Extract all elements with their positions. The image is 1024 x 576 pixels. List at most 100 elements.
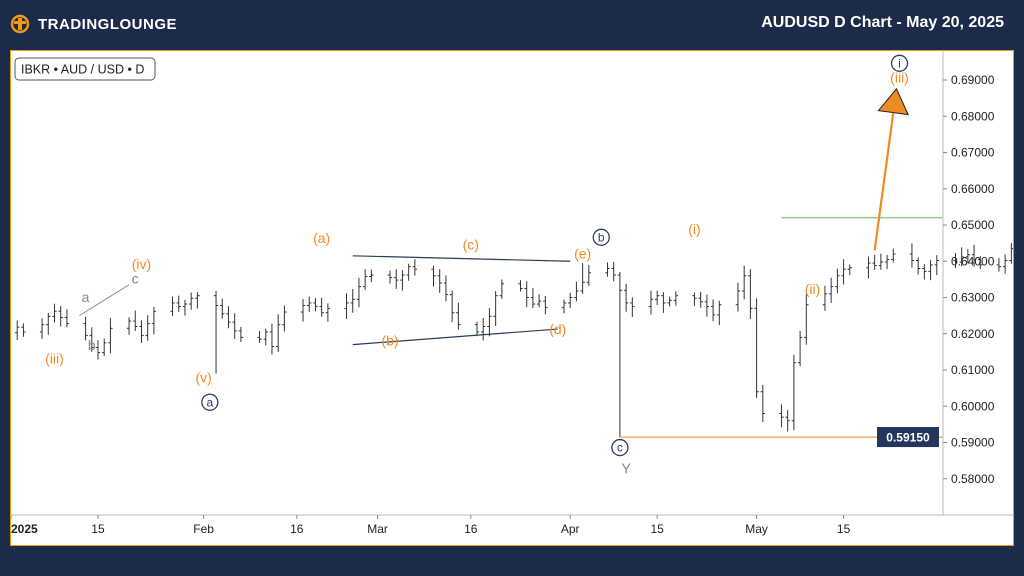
wave-label-circle <box>890 54 909 72</box>
x-tick-label: Mar <box>367 522 388 536</box>
y-tick-label: 0.69000 <box>951 73 995 87</box>
wave-labels: (iii)bac(iv)(v)a(a)(b)(c)(d)(e)bcY(i)(ii… <box>45 54 909 477</box>
ohlc-bar <box>400 269 405 291</box>
chart-frame[interactable]: (iii) b a c (iv) (v) a (a) (b) (c) (d) (e) b c Y (i) (ii… <box>10 50 1024 546</box>
ohlc-bar <box>785 409 790 432</box>
wave-label: (iv) <box>132 256 151 272</box>
y-tick-label: 0.62000 <box>951 327 995 341</box>
ohlc-bar <box>46 312 51 335</box>
ohlc-bar <box>263 328 268 346</box>
y-tick-label: 0.65000 <box>951 218 995 232</box>
ohlc-bar <box>356 277 362 308</box>
ohlc-bar <box>630 297 635 317</box>
x-tick-label: May <box>745 522 768 536</box>
ohlc-bar <box>275 314 281 352</box>
ohlc-bar <box>866 256 871 279</box>
ohlc-bar <box>717 300 722 325</box>
ohlc-bar <box>133 310 138 331</box>
ohlc-bar <box>39 318 45 339</box>
ohlc-bar <box>760 384 766 423</box>
ohlc-bar <box>151 307 157 335</box>
ohlc-chart[interactable]: (iii)bac(iv)(v)a(a)(b)(c)(d)(e)bcY(i)(ii… <box>10 51 1024 545</box>
ohlc-bar <box>822 285 828 311</box>
wave-label: a <box>82 289 90 305</box>
ohlc-bar <box>928 260 933 281</box>
ohlc-bar <box>307 296 312 312</box>
ohlc-bar <box>325 303 331 322</box>
projection-arrow-line <box>873 112 895 251</box>
projection-arrow <box>873 87 909 251</box>
x-tick-label: 2025 <box>11 522 38 536</box>
ohlc-bar <box>872 254 877 270</box>
ohlc-bar <box>238 326 244 343</box>
price-badge-label: 0.59150 <box>886 431 930 445</box>
ohlc-bar <box>362 269 368 290</box>
ohlc-bar <box>648 290 654 315</box>
x-tick-label: Feb <box>193 522 214 536</box>
ohlc-bar <box>791 354 797 431</box>
ohlc-bar <box>959 247 964 267</box>
ohlc-bar <box>108 317 113 354</box>
trend-line-navy <box>352 255 571 262</box>
ohlc-bar <box>909 243 915 268</box>
ohlc-bar <box>220 298 225 319</box>
ohlc-bar <box>188 292 194 310</box>
ohlc-bar <box>406 263 411 281</box>
wave-label: (e) <box>574 245 591 261</box>
wave-label: (ii) <box>805 281 821 297</box>
wave-label: c <box>617 441 623 455</box>
wave-label: (d) <box>549 321 566 337</box>
wave-label: i <box>898 56 901 70</box>
symbol-label-box[interactable]: IBKR • AUD / USD • D <box>14 57 156 81</box>
ohlc-bar <box>15 320 20 341</box>
wave-label-circle <box>592 228 610 246</box>
brand-logo[interactable]: TRADINGLOUNGE <box>10 14 177 34</box>
ohlc-bar <box>64 309 70 328</box>
ohlc-bar <box>226 306 231 329</box>
ohlc-bar <box>878 253 884 270</box>
wave-label: (a) <box>313 230 330 246</box>
ohlc-bar <box>698 291 703 308</box>
ohlc-bar <box>891 248 896 263</box>
wave-label-circle <box>611 438 629 457</box>
y-axis: 0.58000 0.59000 0.60000 0.61000 0.62000 0.630… <box>942 51 995 515</box>
ohlc-bar <box>443 275 449 302</box>
ohlc-bar <box>139 320 144 343</box>
ohlc-bar <box>654 290 660 306</box>
ohlc-bar <box>300 299 306 322</box>
y-tick-label: 0.60000 <box>951 399 995 413</box>
ohlc-bar <box>561 299 567 314</box>
ohlc-bar <box>536 294 542 308</box>
ohlc-bar <box>524 281 529 308</box>
y-tick-label: 0.58000 <box>951 472 995 486</box>
ohlc-bar <box>574 281 579 302</box>
ohlc-bar <box>965 249 971 264</box>
ohlc-bar <box>257 330 262 343</box>
projection-arrow-head <box>877 87 909 116</box>
ohlc-bar <box>710 299 716 322</box>
ohlc-bar <box>387 270 393 284</box>
ohlc-bar <box>580 263 585 294</box>
ohlc-bar <box>543 295 548 315</box>
ohlc-bar <box>282 305 287 332</box>
ohlc-bar <box>213 290 219 374</box>
ohlc-bar <box>667 296 672 307</box>
wave-label: (iii) <box>890 70 909 86</box>
ohlc-bar <box>474 321 480 337</box>
ohlc-bar <box>83 316 88 341</box>
page-title: AUDUSD D Chart - May 20, 2025 <box>761 14 1004 31</box>
ohlc-bar <box>735 282 741 312</box>
trend-line-gray <box>79 284 130 317</box>
ohlc-bar <box>21 323 26 337</box>
ohlc-bar <box>232 313 237 339</box>
ohlc-bar <box>617 272 623 438</box>
ohlc-bar <box>102 338 107 356</box>
wave-label: (c) <box>463 237 479 253</box>
x-tick-label: 16 <box>290 522 304 536</box>
y-tick-label: 0.68000 <box>951 109 995 123</box>
ohlc-bar <box>52 303 57 323</box>
ohlc-bar <box>95 340 101 360</box>
trend-lines <box>79 217 943 438</box>
symbol-label: IBKR • AUD / USD • D <box>21 63 144 77</box>
ohlc-bar <box>481 317 486 341</box>
